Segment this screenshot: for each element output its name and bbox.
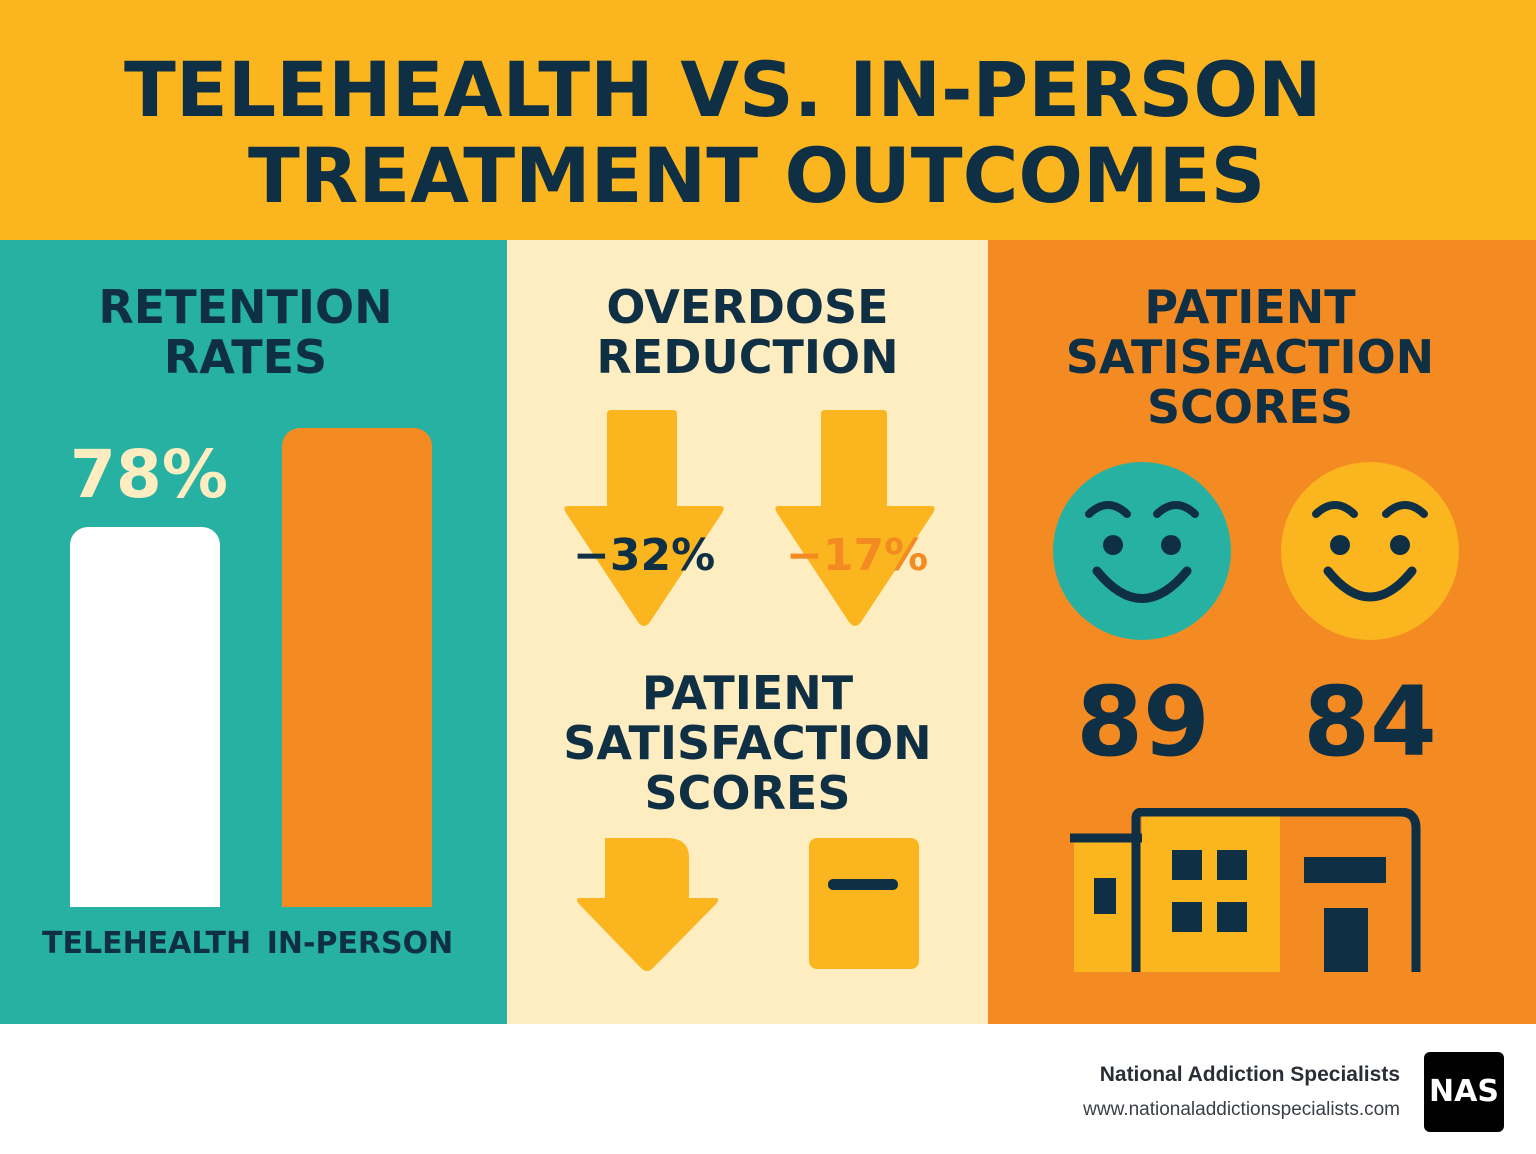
middle-sub-heading-line-3: SCORES (644, 766, 851, 820)
middle-sub-heading-line-1: PATIENT (641, 666, 854, 720)
footer-org-name: National Addiction Specialists (1099, 1063, 1400, 1086)
nas-logo: NAS (1424, 1052, 1504, 1132)
page-title-line-2: TREATMENT OUTCOMES (248, 131, 1266, 220)
satisfaction-panel: PATIENT SATISFACTION SCORES 89 84 (988, 240, 1536, 1024)
in-person-retention-bar (282, 428, 432, 907)
minus-card-icon (809, 838, 919, 969)
in-person-overdose-label: −17% (786, 530, 929, 581)
telehealth-retention-bar (70, 527, 220, 907)
overdose-heading-line-1: OVERDOSE (606, 280, 889, 334)
telehealth-retention-label: 78% (70, 436, 228, 513)
building-icon (1070, 808, 1421, 972)
smiley-face-icon (1281, 462, 1459, 640)
down-arrow-icon (576, 838, 719, 971)
satisfaction-heading-line-1: PATIENT (1144, 280, 1356, 334)
retention-heading-line-2: RATES (163, 330, 328, 384)
telehealth-overdose-label: −32% (573, 530, 716, 581)
satisfaction-heading-line-2: SATISFACTION (1065, 330, 1435, 384)
middle-sub-heading-line-2: SATISFACTION (563, 716, 932, 770)
telehealth-satisfaction-score: 89 (1076, 666, 1210, 778)
satisfaction-heading-line-3: SCORES (1147, 380, 1353, 434)
smiley-face-icon (1053, 462, 1231, 640)
retention-heading-line-1: RETENTION (98, 280, 393, 334)
in-person-category-label: IN-PERSON (266, 926, 454, 961)
retention-panel: RETENTION RATES 78% TELEHEALTH IN-PERSON (0, 240, 507, 1024)
overdose-heading-line-2: REDUCTION (596, 330, 899, 384)
header-banner: TELEHEALTH VS. IN-PERSON TREATMENT OUTCO… (0, 0, 1536, 240)
in-person-satisfaction-score: 84 (1303, 666, 1437, 778)
footer-url[interactable]: www.nationaladdictionspecialists.com (1083, 1099, 1400, 1120)
overdose-panel: OVERDOSE REDUCTION −32% −17% PATIENT SAT… (507, 240, 988, 1024)
down-arrow-icon (564, 410, 724, 626)
telehealth-category-label: TELEHEALTH (42, 926, 252, 961)
down-arrow-icon (775, 410, 935, 626)
page-title-line-1: TELEHEALTH VS. IN-PERSON (124, 45, 1322, 134)
